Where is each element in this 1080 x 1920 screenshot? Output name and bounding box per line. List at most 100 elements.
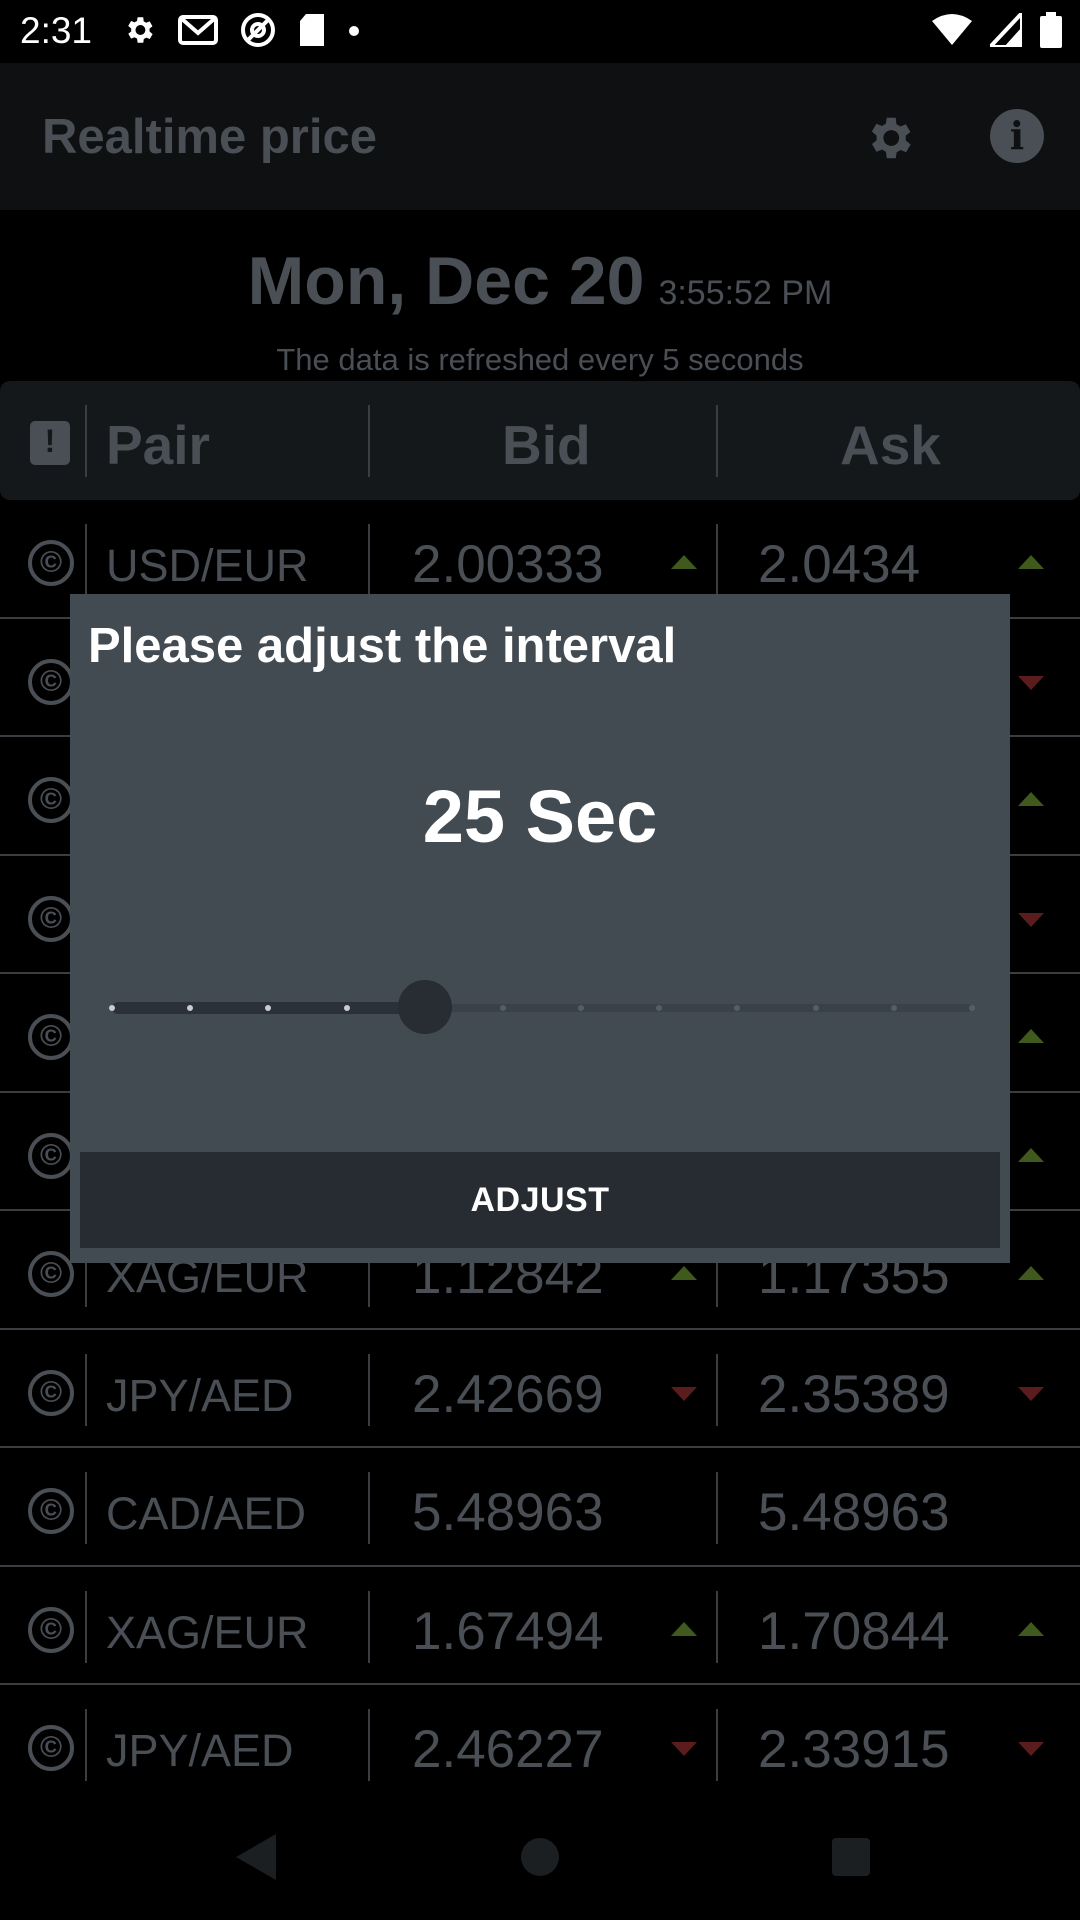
row-pair: USD/EUR	[106, 540, 309, 591]
ask-trend-arrow-down-icon	[1018, 1386, 1044, 1401]
copyright-icon: ©	[28, 1369, 74, 1416]
slider-tick	[734, 1005, 741, 1011]
column-header-ask: Ask	[840, 414, 941, 476]
table-header: Pair Bid Ask	[0, 381, 1080, 500]
column-divider	[368, 1590, 370, 1663]
copyright-icon: ©	[28, 540, 74, 586]
column-divider	[85, 405, 87, 477]
refresh-note: The data is refreshed every 5 seconds	[276, 342, 804, 377]
ask-trend-arrow-down-icon	[1018, 675, 1044, 690]
copyright-icon: ©	[28, 1488, 74, 1534]
at-sign-icon	[240, 12, 276, 53]
table-row[interactable]: © JPY/AED 2.46227 2.33915	[0, 1685, 1080, 1804]
ask-trend-arrow-down-icon	[1018, 1742, 1044, 1756]
column-divider	[368, 1353, 370, 1426]
row-bid: 5.48963	[412, 1483, 604, 1542]
slider-thumb[interactable]	[397, 980, 452, 1034]
settings-gear-icon[interactable]	[862, 111, 916, 165]
row-pair: CAD/AED	[106, 1488, 307, 1539]
bid-trend-arrow-down-icon	[671, 1742, 697, 1756]
current-time: 3:55:52 PM	[658, 274, 833, 312]
row-ask: 2.35389	[758, 1364, 950, 1424]
column-divider	[716, 1709, 718, 1781]
column-divider	[716, 405, 718, 477]
slider-track	[112, 1004, 972, 1012]
column-header-bid: Bid	[502, 414, 591, 476]
gmail-icon	[178, 14, 218, 51]
ask-trend-arrow-up-icon	[1018, 792, 1044, 806]
column-divider	[716, 524, 718, 596]
bid-trend-arrow-up-icon	[671, 555, 697, 569]
column-divider	[368, 405, 370, 477]
table-row[interactable]: © XAG/EUR 1.67494 1.70844	[0, 1567, 1080, 1685]
status-bar: 2:31	[0, 0, 1080, 63]
recents-icon[interactable]	[832, 1838, 870, 1876]
column-divider	[716, 1590, 718, 1663]
gear-icon	[122, 13, 156, 52]
app-title: Realtime price	[42, 110, 377, 164]
copyright-icon: ©	[28, 777, 74, 823]
ask-trend-arrow-up-icon	[1018, 1266, 1044, 1280]
navigation-bar	[0, 1792, 1080, 1920]
clipboard-alert-icon	[30, 421, 70, 465]
row-bid: 2.46227	[412, 1720, 604, 1779]
column-divider	[368, 1472, 370, 1544]
column-divider	[85, 1235, 87, 1307]
column-divider	[368, 1235, 370, 1307]
copyright-icon: ©	[28, 1014, 74, 1060]
copyright-icon: ©	[28, 895, 74, 942]
back-icon[interactable]	[236, 1834, 276, 1880]
table-row[interactable]: © CAD/AED 5.48963 5.48963	[0, 1448, 1080, 1567]
row-bid: 1.67494	[412, 1601, 604, 1661]
slider-tick	[969, 1005, 975, 1011]
row-bid: 2.42669	[412, 1364, 604, 1424]
slider-tick	[265, 1005, 272, 1011]
table-row[interactable]: © JPY/AED 2.42669 2.35389	[0, 1330, 1080, 1448]
column-divider	[85, 1353, 87, 1426]
slider-tick	[812, 1005, 819, 1011]
slider-tick	[656, 1005, 663, 1011]
interval-value: 25 Sec	[422, 775, 658, 858]
dot-icon	[348, 24, 360, 42]
slider-tick	[578, 1005, 585, 1011]
column-divider	[85, 1590, 87, 1663]
column-divider	[85, 1709, 87, 1781]
bid-trend-arrow-up-icon	[671, 1621, 697, 1636]
row-ask: 2.0434	[758, 535, 921, 594]
wifi-icon	[932, 13, 972, 52]
slider-tick	[109, 1005, 115, 1011]
row-pair: XAG/EUR	[106, 1606, 309, 1658]
column-divider	[85, 1472, 87, 1544]
column-divider	[85, 524, 87, 596]
signal-icon	[985, 7, 1024, 52]
sd-card-icon	[298, 13, 326, 52]
copyright-icon: ©	[28, 658, 74, 705]
interval-dialog: Please adjust the interval 25 Sec ADJUST	[70, 594, 1010, 1263]
column-divider	[368, 524, 370, 596]
copyright-icon: ©	[28, 1725, 74, 1771]
ask-trend-arrow-up-icon	[1018, 555, 1044, 569]
row-ask: 2.33915	[758, 1720, 950, 1779]
ask-trend-arrow-up-icon	[1018, 1147, 1044, 1162]
column-divider	[716, 1472, 718, 1544]
current-date: Mon, Dec 20	[247, 243, 645, 319]
column-divider	[716, 1235, 718, 1307]
row-ask: 1.70844	[758, 1601, 950, 1661]
row-ask: 5.48963	[758, 1483, 950, 1542]
row-pair: JPY/AED	[106, 1369, 294, 1421]
date-header: Mon, Dec 20 3:55:52 PM The data is refres…	[0, 210, 1080, 380]
status-time: 2:31	[20, 10, 93, 51]
home-icon[interactable]	[521, 1838, 559, 1876]
adjust-button[interactable]: ADJUST	[80, 1152, 1000, 1248]
column-header-pair: Pair	[106, 414, 210, 476]
app-bar: Realtime price i	[0, 63, 1080, 210]
ask-trend-arrow-up-icon	[1018, 1621, 1044, 1636]
slider-tick	[343, 1005, 350, 1011]
bid-trend-arrow-up-icon	[671, 1266, 697, 1280]
info-icon[interactable]: i	[990, 109, 1044, 163]
column-divider	[368, 1709, 370, 1781]
interval-slider[interactable]	[109, 980, 975, 1034]
row-bid: 2.00333	[412, 535, 604, 594]
ask-trend-arrow-up-icon	[1018, 1029, 1044, 1043]
slider-tick	[499, 1005, 506, 1011]
